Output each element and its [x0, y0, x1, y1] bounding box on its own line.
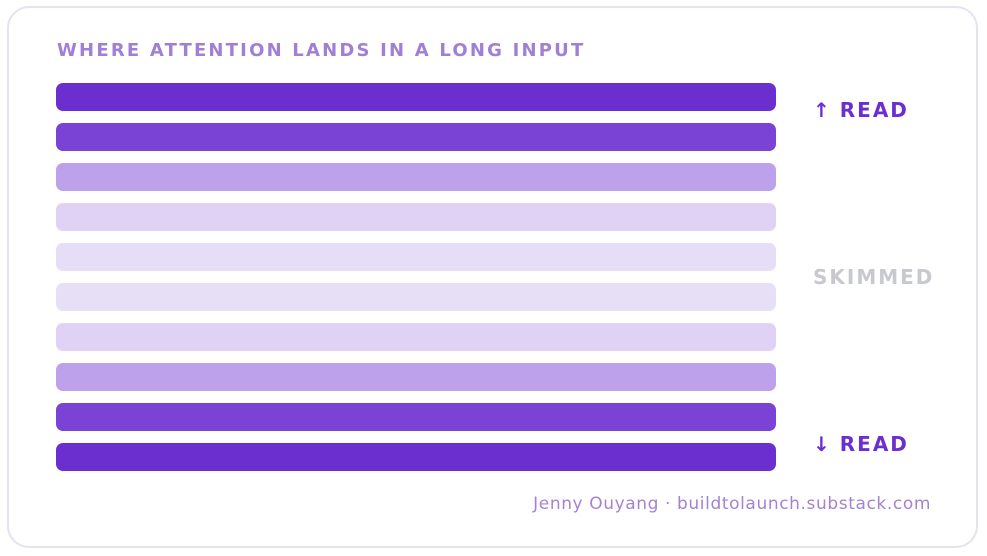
- read-bottom-text: READ: [839, 432, 909, 456]
- attention-bar-10: [56, 443, 776, 471]
- attention-bar-7: [56, 323, 776, 351]
- attention-bar-6: [56, 283, 776, 311]
- arrow-down-icon: ↓: [813, 432, 832, 456]
- attention-bar-9: [56, 403, 776, 431]
- attention-bar-2: [56, 123, 776, 151]
- diagram-title: WHERE ATTENTION LANDS IN A LONG INPUT: [57, 40, 586, 61]
- read-top-label: ↑ READ: [813, 98, 909, 122]
- attention-bar-1: [56, 83, 776, 111]
- credit-line: Jenny Ouyang · buildtolaunch.substack.co…: [533, 494, 931, 514]
- attention-bar-3: [56, 163, 776, 191]
- attention-bar-4: [56, 203, 776, 231]
- skimmed-text: SKIMMED: [813, 265, 935, 289]
- attention-bar-5: [56, 243, 776, 271]
- attention-bar-8: [56, 363, 776, 391]
- arrow-up-icon: ↑: [813, 98, 832, 122]
- read-bottom-label: ↓ READ: [813, 432, 909, 456]
- read-top-text: READ: [839, 98, 909, 122]
- skimmed-label: SKIMMED: [813, 265, 934, 289]
